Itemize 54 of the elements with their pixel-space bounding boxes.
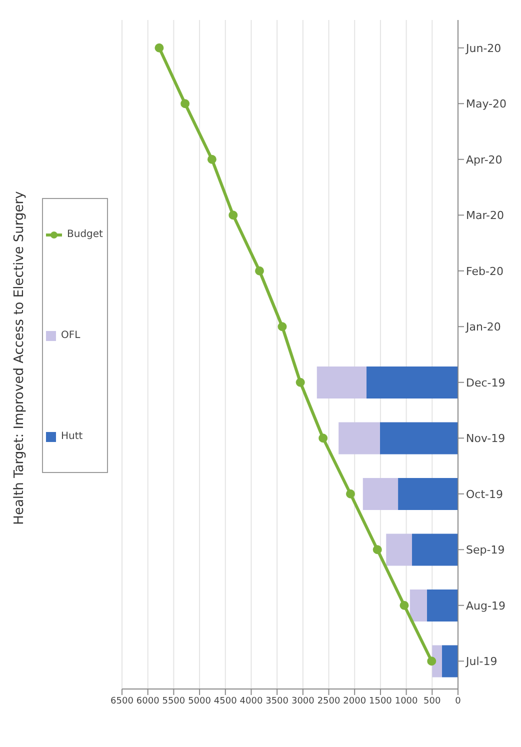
bar <box>442 645 458 678</box>
bar <box>412 534 458 566</box>
bar <box>398 478 458 510</box>
text: Health Target: Improved Access to Elective Surgery <box>12 190 27 527</box>
point <box>180 99 190 108</box>
y-tick-label: Sep-19 <box>466 544 505 557</box>
y-tick-label: Feb-20 <box>466 264 504 278</box>
x-tick-label: 5500 <box>162 696 186 706</box>
y-tick-label: Jun-20 <box>465 42 502 55</box>
bar <box>316 366 367 398</box>
bar <box>380 422 458 454</box>
legend-label: Budget <box>67 229 103 240</box>
y-tick-label: Jul-19 <box>465 655 498 668</box>
x-tick-label: 4500 <box>214 696 238 706</box>
bar <box>386 534 412 566</box>
legend-label: Hutt <box>61 431 83 442</box>
bar <box>410 590 427 622</box>
bar <box>366 366 458 398</box>
point <box>228 210 238 220</box>
x-tick-label: 1000 <box>394 696 418 706</box>
y-tick-label: Aug-19 <box>466 599 506 612</box>
point <box>278 322 287 332</box>
x-tick-label: 2000 <box>343 696 366 706</box>
x-tick-label: 6500 <box>110 696 134 706</box>
x-tick-label: 4000 <box>240 696 263 706</box>
bar <box>426 590 458 622</box>
bar <box>432 645 442 678</box>
x-tick-label: 1500 <box>369 696 392 706</box>
point <box>154 43 164 52</box>
point <box>346 489 355 498</box>
x-tick-label: 3500 <box>266 696 289 706</box>
point <box>400 600 409 610</box>
x-tick-label: 5000 <box>188 696 212 706</box>
x-tick-label: 3000 <box>291 696 315 706</box>
y-tick-label: Apr-20 <box>466 153 502 166</box>
y-tick-label: Mar-20 <box>466 209 504 222</box>
point <box>427 656 436 666</box>
y-tick-label: May-20 <box>466 98 507 111</box>
y-tick-label: Jan-20 <box>465 320 501 334</box>
point <box>255 266 264 276</box>
point <box>318 434 328 443</box>
bar <box>338 422 380 454</box>
y-tick-label: Nov-19 <box>466 432 506 446</box>
point <box>207 154 216 164</box>
point <box>296 378 305 387</box>
x-tick-label: 2500 <box>317 696 340 706</box>
y-tick-label: Dec-19 <box>466 376 506 390</box>
x-tick-label: 6000 <box>136 696 160 706</box>
y-tick-label: Oct-19 <box>466 488 503 501</box>
x-tick-label: 500 <box>424 696 442 706</box>
point <box>372 545 382 554</box>
x-tick-label: 0 <box>455 696 462 706</box>
bar <box>362 478 398 510</box>
legend-label: OFL <box>61 330 80 341</box>
